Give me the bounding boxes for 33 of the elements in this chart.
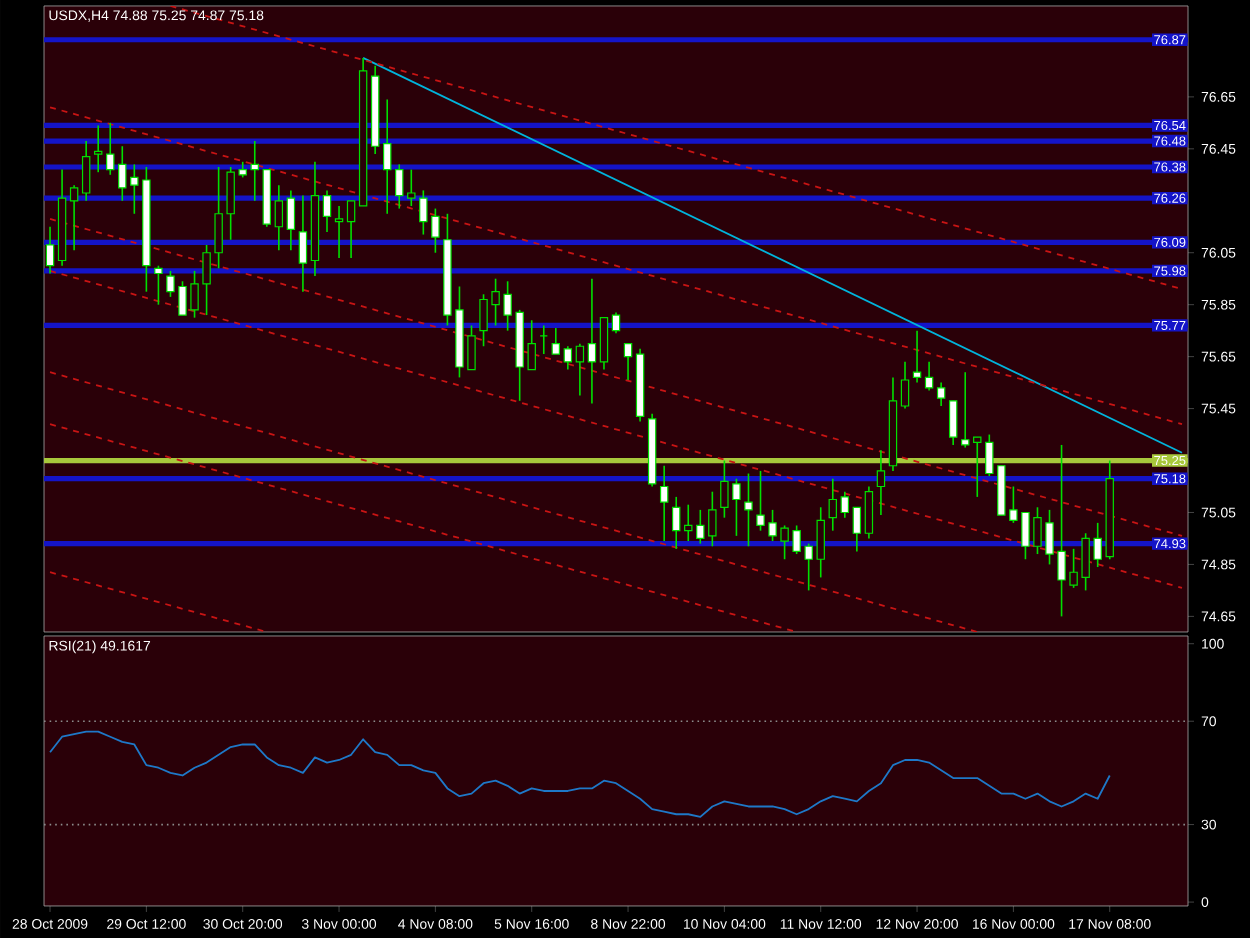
candlestick [599, 316, 609, 371]
candlestick [551, 327, 561, 355]
candlestick [876, 449, 886, 516]
candlestick [286, 189, 296, 251]
candlestick [912, 329, 922, 384]
candlestick [346, 199, 356, 259]
candlestick [900, 361, 910, 410]
candlestick [828, 477, 837, 532]
candlestick [948, 399, 958, 446]
candlestick [334, 205, 344, 259]
candlestick [563, 345, 573, 371]
candlestick [623, 342, 633, 381]
candlestick [383, 98, 392, 215]
candlestick [840, 490, 850, 519]
candlestick [322, 189, 332, 233]
candlestick [587, 277, 597, 405]
candlestick [672, 496, 681, 550]
candlestick [659, 464, 669, 542]
candlestick [45, 225, 55, 275]
candlestick [852, 506, 862, 553]
candlestick [864, 485, 874, 540]
candlestick [298, 194, 308, 293]
candlestick [924, 361, 934, 392]
candlestick [69, 184, 79, 251]
candlestick [274, 184, 284, 251]
candlestick [961, 371, 970, 449]
candlestick [81, 140, 91, 202]
candlestick [154, 264, 163, 306]
candlestick [936, 381, 946, 407]
candlestick [93, 124, 103, 174]
candlestick [611, 311, 621, 335]
candlestick [575, 342, 585, 397]
candlestick [744, 472, 753, 548]
